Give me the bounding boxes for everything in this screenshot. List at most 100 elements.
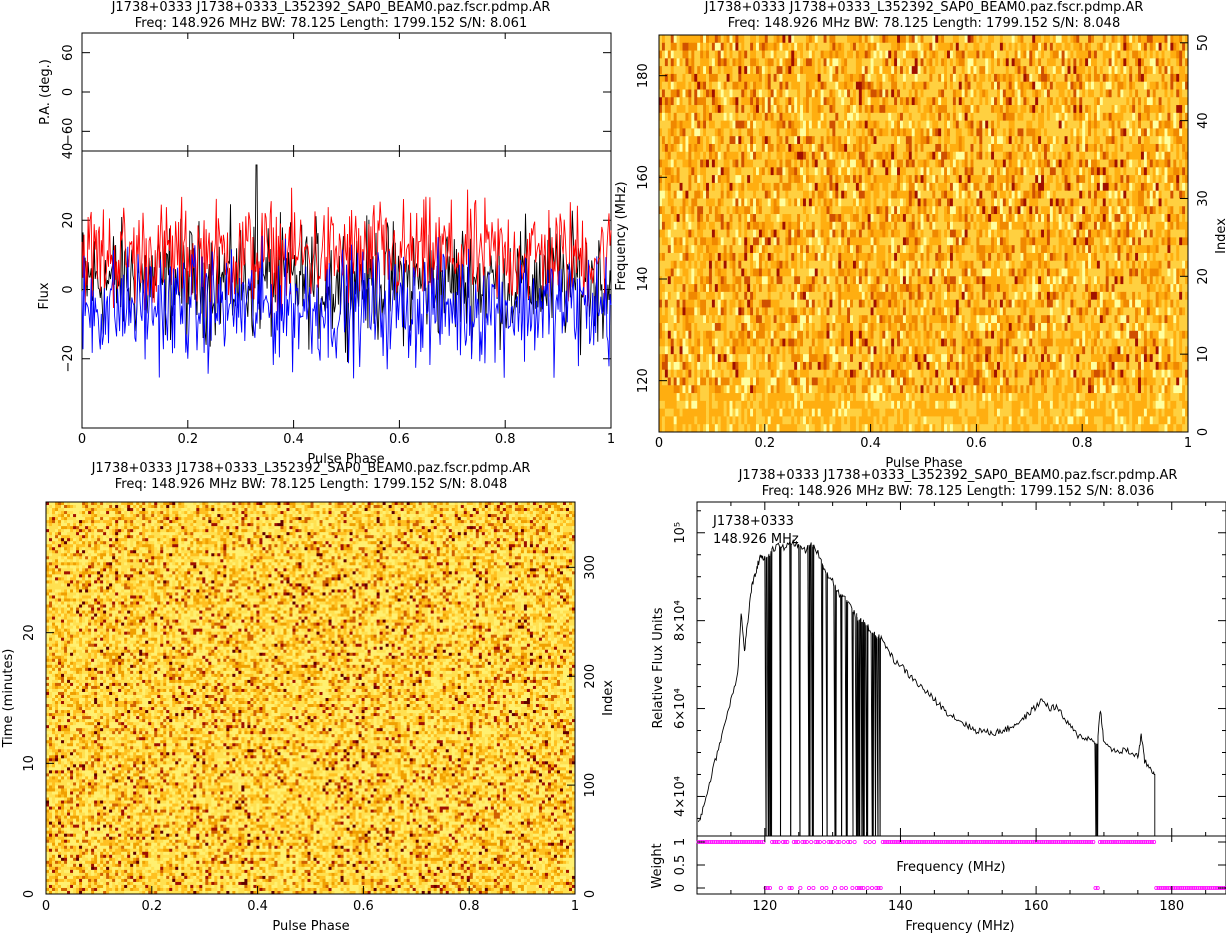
heatmap-cell [888,58,892,67]
heatmap-cell [1032,175,1036,184]
heatmap-cell [914,190,919,199]
heatmap-cell [914,136,919,145]
heatmap-cell [1088,89,1092,98]
heatmap-cell [973,58,977,67]
heatmap-cell [938,50,942,59]
heatmap-cell [911,143,916,153]
heatmap-cell [1070,143,1074,153]
heatmap-cell [899,128,904,137]
heatmap-cell [1096,81,1101,90]
heatmap-cell [935,167,939,176]
heatmap-cell [1167,89,1171,98]
heatmap-cell [700,42,704,51]
heatmap-cell [1064,58,1068,67]
heatmap-cell [732,66,736,75]
heatmap-cell [835,190,839,199]
heatmap-cell [891,206,895,215]
heatmap-cell [861,89,866,98]
heatmap-cell [1091,66,1095,75]
heatmap-cell [894,190,898,199]
heatmap-cell [1120,175,1124,184]
heatmap-cell [1155,167,1160,176]
heatmap-cell [770,159,775,168]
heatmap-cell [1064,105,1068,114]
heatmap-cell [776,89,780,98]
heatmap-cell [929,143,933,153]
heatmap-cell [850,143,854,153]
heatmap-cell [847,97,851,106]
heatmap-cell [994,73,998,83]
heatmap-cell [811,159,816,168]
heatmap-cell [835,206,839,215]
heatmap-cell [976,42,980,51]
heatmap-cell [1082,97,1086,106]
heatmap-cell [967,159,971,168]
heatmap-cell [750,229,754,238]
heatmap-cell [697,159,701,168]
heatmap-cell [1126,167,1130,176]
heatmap-cell [908,89,913,98]
heatmap-cell [1138,42,1142,51]
heatmap-cell [1043,229,1048,238]
heatmap-cell [823,89,827,98]
heatmap-cell [991,73,995,83]
heatmap-cell [1038,112,1042,122]
heatmap-cell [829,73,833,83]
heatmap-cell [864,221,869,230]
heatmap-cell [703,112,707,122]
heatmap-cell [888,35,892,44]
heatmap-cell [732,237,736,246]
heatmap-cell [1102,214,1107,223]
heatmap-cell [1129,73,1133,83]
heatmap-cell [794,136,798,145]
heatmap-cell [914,159,919,168]
heatmap-cell [917,206,921,215]
heatmap-cell [732,42,736,51]
heatmap-cell [1117,206,1121,215]
heatmap-cell [882,81,886,90]
heatmap-cell [908,58,913,67]
heatmap-cell [929,50,933,59]
heatmap-cell [1123,120,1127,129]
heatmap-cell [1105,58,1110,67]
heatmap-cell [832,136,836,145]
heatmap-cell [1073,128,1077,137]
heatmap-cell [1117,50,1121,59]
heatmap-cell [1105,50,1110,59]
heatmap-cell [688,151,692,160]
heatmap-cell [850,175,854,184]
heatmap-cell [1067,81,1071,90]
heatmap-cell [1014,35,1018,44]
heatmap-cell [706,66,710,75]
heatmap-cell [732,136,736,145]
heatmap-cell [770,35,775,44]
heatmap-cell [985,89,989,98]
heatmap-cell [785,229,789,238]
heatmap-cell [991,229,995,238]
heatmap-cell [744,190,748,199]
heatmap-cell [1164,112,1168,122]
heatmap-cell [1111,198,1115,207]
heatmap-cell [1041,143,1045,153]
heatmap-cell [1085,221,1089,230]
heatmap-cell [973,112,977,122]
heatmap-cell [664,136,669,145]
heatmap-cell [661,89,666,98]
heatmap-cell [732,175,736,184]
heatmap-cell [1167,206,1171,215]
heatmap-cell [1185,73,1189,83]
heatmap-cell [776,206,780,215]
heatmap-cell [797,143,801,153]
heatmap-cell [708,143,713,153]
heatmap-cell [1046,159,1051,168]
heatmap-cell [1029,190,1033,199]
heatmap-cell [1143,81,1148,90]
heatmap-cell [1161,112,1165,122]
heatmap-cell [803,73,807,83]
heatmap-cell [755,159,760,168]
heatmap-cell [926,50,930,59]
heatmap-cell [800,190,804,199]
heatmap-cell [1002,136,1007,145]
heatmap-cell [1170,89,1174,98]
heatmap-cell [911,66,916,75]
